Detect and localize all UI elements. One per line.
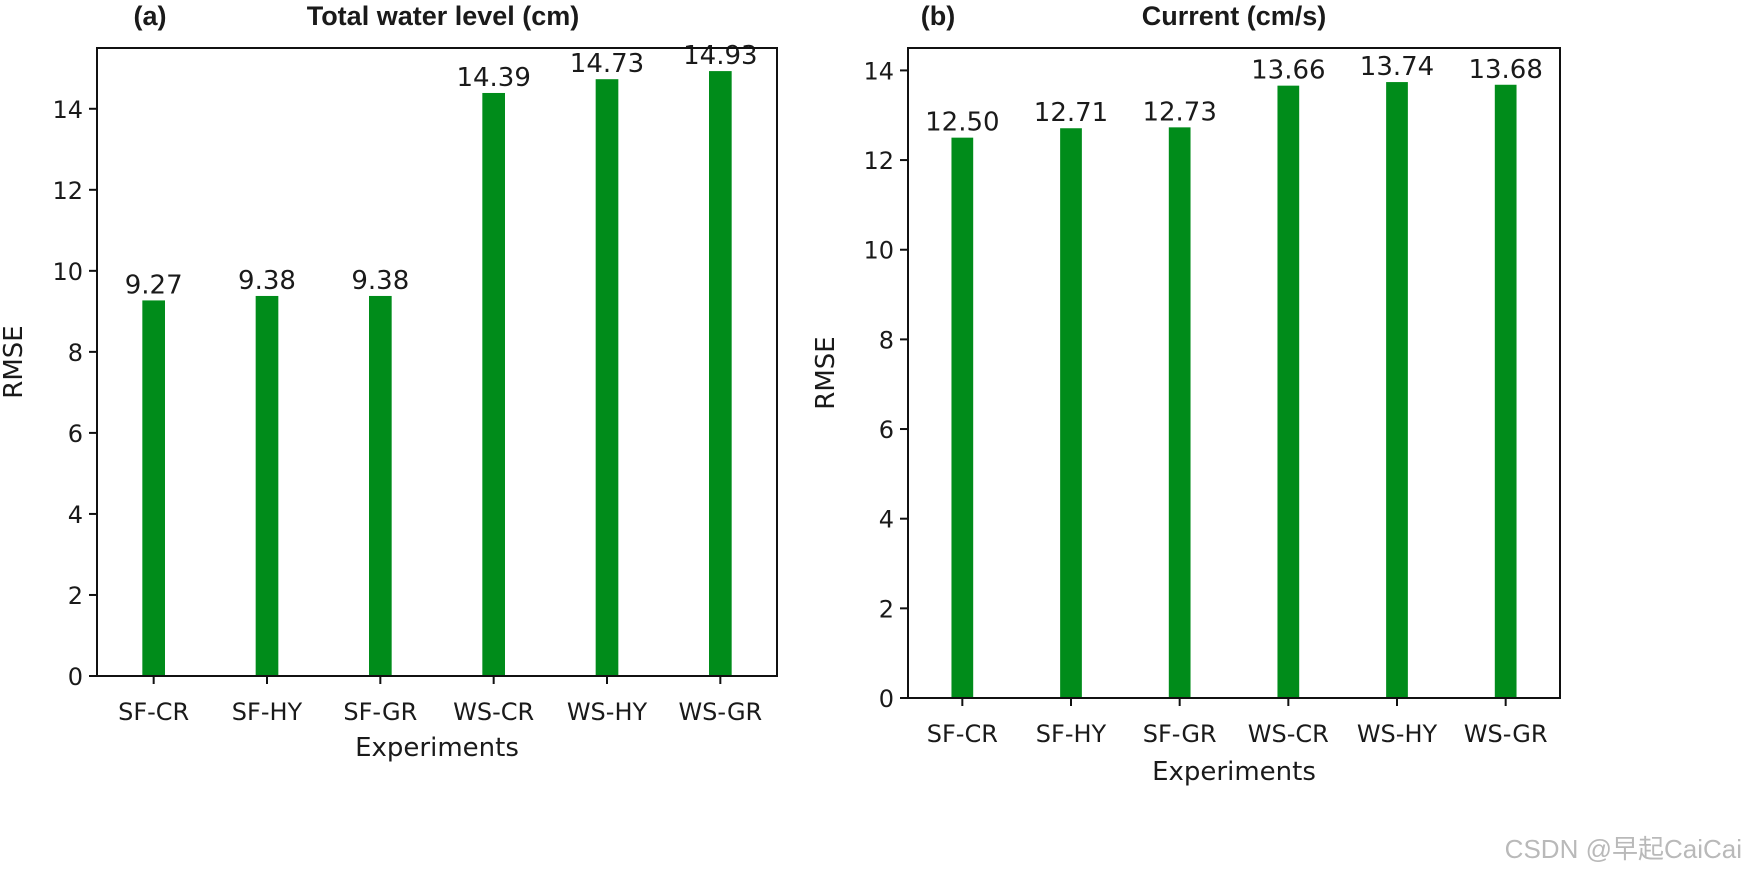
x-axis-label: Experiments bbox=[1152, 757, 1316, 787]
chart-title: Current (cm/s) bbox=[1142, 1, 1327, 31]
x-tick-label: WS-HY bbox=[567, 698, 648, 726]
data-label: 12.50 bbox=[925, 108, 999, 138]
bar-ws-hy bbox=[595, 79, 619, 677]
data-label: 9.38 bbox=[351, 266, 409, 296]
y-tick-label: 6 bbox=[68, 420, 83, 448]
bar-sf-gr bbox=[1168, 127, 1191, 698]
bar-sf-hy bbox=[255, 295, 279, 676]
y-tick-label: 10 bbox=[52, 258, 83, 286]
x-tick-label: WS-GR bbox=[1464, 720, 1548, 748]
x-tick-label: WS-GR bbox=[678, 698, 762, 726]
y-tick-label: 8 bbox=[879, 326, 894, 354]
x-tick-label: WS-CR bbox=[453, 698, 534, 726]
y-tick-label: 6 bbox=[879, 416, 894, 444]
bar-sf-cr bbox=[142, 300, 165, 676]
bar-sf-hy bbox=[1060, 128, 1082, 698]
data-label: 14.93 bbox=[683, 41, 757, 71]
y-tick-label: 14 bbox=[52, 96, 83, 124]
data-label: 13.74 bbox=[1360, 52, 1434, 82]
y-tick-label: 12 bbox=[52, 177, 83, 205]
x-tick-label: SF-HY bbox=[232, 698, 303, 726]
x-tick-label: SF-GR bbox=[1143, 720, 1217, 748]
x-tick-label: WS-HY bbox=[1357, 720, 1438, 748]
data-label: 9.38 bbox=[238, 266, 296, 296]
x-axis-label: Experiments bbox=[355, 733, 519, 763]
bar-sf-gr bbox=[369, 295, 392, 676]
x-tick-label: SF-CR bbox=[927, 720, 998, 748]
x-tick-label: SF-GR bbox=[343, 698, 417, 726]
panel-label: (b) bbox=[921, 1, 955, 31]
y-tick-label: 4 bbox=[68, 501, 83, 529]
chart-panel-b: (b) Current (cm/s) 12.50 12.71 12.73 13.66 13.… bbox=[811, 1, 1561, 787]
data-label: 13.68 bbox=[1468, 55, 1542, 85]
x-tick-label: SF-HY bbox=[1036, 720, 1107, 748]
bar-ws-cr bbox=[482, 92, 505, 676]
y-tick-label: 0 bbox=[68, 663, 83, 691]
plot-frame bbox=[96, 47, 778, 677]
data-label: 9.27 bbox=[125, 270, 183, 300]
x-tick-label: WS-CR bbox=[1248, 720, 1329, 748]
watermark: CSDN @早起CaiCai bbox=[1505, 834, 1742, 864]
plot-frame bbox=[907, 47, 1561, 699]
y-tick-label: 2 bbox=[68, 582, 83, 610]
y-tick-label: 0 bbox=[879, 685, 894, 713]
bar-ws-cr bbox=[1277, 85, 1300, 699]
chart-title: Total water level (cm) bbox=[307, 1, 580, 31]
data-label: 12.71 bbox=[1034, 98, 1108, 128]
y-tick-label: 2 bbox=[879, 595, 894, 623]
bar-ws-gr bbox=[709, 71, 732, 677]
bar-ws-gr bbox=[1494, 84, 1517, 699]
y-tick-label: 10 bbox=[863, 237, 894, 265]
data-label: 13.66 bbox=[1251, 56, 1325, 86]
y-tick-label: 4 bbox=[879, 506, 894, 534]
y-axis-label: RMSE bbox=[811, 336, 841, 409]
y-tick-label: 8 bbox=[68, 339, 83, 367]
data-label: 12.73 bbox=[1142, 97, 1216, 127]
x-tick-label: SF-CR bbox=[118, 698, 189, 726]
data-label: 14.73 bbox=[570, 49, 644, 79]
bar-ws-hy bbox=[1386, 82, 1408, 698]
y-axis-label: RMSE bbox=[0, 325, 29, 398]
y-tick-label: 14 bbox=[863, 57, 894, 85]
panel-label: (a) bbox=[134, 1, 167, 31]
data-label: 14.39 bbox=[456, 63, 530, 93]
y-tick-label: 12 bbox=[863, 147, 894, 175]
chart-panel-a: (a) Total water level (cm) 9.27 9.38 9.38 14.… bbox=[0, 1, 778, 763]
bar-sf-cr bbox=[951, 137, 974, 699]
